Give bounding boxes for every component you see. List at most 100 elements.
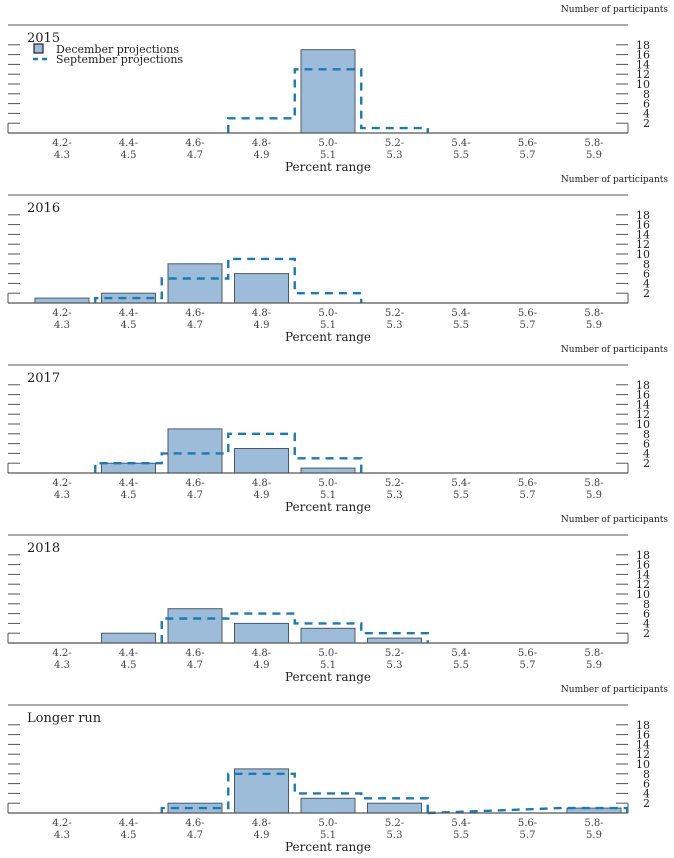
y-tick-label: 12 (636, 68, 650, 81)
x-tick-label-bottom: 4.5 (121, 150, 137, 161)
y-tick-label: 12 (636, 748, 650, 761)
y-tick-label: 14 (636, 568, 650, 581)
panel-title: 2016 (27, 201, 60, 216)
y-tick-label: 8 (643, 598, 650, 611)
x-tick-label-top: 4.6- (185, 478, 204, 489)
x-tick-label-top: 4.4- (119, 648, 138, 659)
x-axis-label: Percent range (285, 500, 371, 514)
x-axis-label: Percent range (285, 840, 371, 854)
x-tick-label-top: 5.8- (584, 478, 603, 489)
x-axis-label: Percent range (285, 670, 371, 684)
september-step-line (227, 68, 429, 133)
x-tick-label-bottom: 4.3 (54, 320, 70, 331)
legend-december-label: December projections (56, 43, 179, 56)
x-tick-label-bottom: 4.9 (254, 320, 270, 331)
x-tick-label-bottom: 4.9 (254, 660, 270, 671)
september-step-line (94, 257, 363, 303)
y-tick-label: 2 (643, 457, 650, 470)
x-tick-label-top: 4.4- (119, 308, 138, 319)
y-tick-label: 4 (643, 107, 650, 120)
december-bar (234, 768, 289, 814)
x-tick-label-bottom: 4.9 (254, 150, 270, 161)
x-tick-label-top: 5.6- (518, 818, 537, 829)
x-tick-label-bottom: 4.3 (54, 660, 70, 671)
x-tick-label-bottom: 5.1 (320, 320, 336, 331)
y-tick-label: 18 (636, 39, 650, 52)
december-bar (300, 49, 356, 134)
y-tick-label: 16 (636, 49, 650, 62)
y-axis-label: Number of participants (561, 345, 668, 355)
x-tick-label-top: 4.2- (52, 478, 71, 489)
y-tick-label: 14 (636, 738, 650, 751)
y-axis-label: Number of participants (561, 685, 668, 695)
x-tick-label-top: 4.8- (252, 478, 271, 489)
x-tick-label-top: 4.6- (185, 648, 204, 659)
x-tick-label-bottom: 4.5 (121, 660, 137, 671)
y-tick-label: 14 (636, 228, 650, 241)
x-axis-label: Percent range (285, 330, 371, 344)
x-tick-label-bottom: 4.3 (54, 150, 70, 161)
x-tick-label-top: 5.4- (451, 308, 470, 319)
september-step-line (160, 772, 629, 815)
x-tick-label-bottom: 4.7 (187, 150, 203, 161)
legend-september-label: September projections (56, 53, 183, 66)
y-tick-label: 18 (636, 209, 650, 222)
x-tick-label-bottom: 5.9 (586, 830, 602, 841)
y-tick-label: 18 (636, 549, 650, 562)
panel-title: Longer run (27, 711, 102, 726)
december-bar (300, 467, 356, 474)
y-tick-label: 16 (636, 389, 650, 402)
y-tick-label: 16 (636, 219, 650, 232)
x-tick-label-top: 5.8- (584, 138, 603, 149)
x-tick-label-top: 4.6- (185, 308, 204, 319)
y-tick-label: 8 (643, 428, 650, 441)
x-tick-label-bottom: 5.9 (586, 490, 602, 501)
x-tick-label-top: 4.2- (52, 308, 71, 319)
y-tick-label: 10 (636, 78, 650, 91)
x-tick-label-top: 4.8- (252, 818, 271, 829)
y-tick-label: 6 (643, 98, 650, 111)
legend-december-swatch (33, 43, 44, 54)
x-tick-label-bottom: 4.7 (187, 490, 203, 501)
september-step-line (94, 432, 363, 473)
december-bar (101, 462, 156, 474)
y-tick-label: 14 (636, 58, 650, 71)
x-tick-label-top: 4.4- (119, 818, 138, 829)
x-tick-label-bottom: 5.7 (520, 830, 536, 841)
y-tick-label: 4 (643, 787, 650, 800)
y-tick-label: 10 (636, 418, 650, 431)
y-axis-label: Number of participants (561, 515, 668, 525)
panel-title: 2015 (27, 31, 60, 46)
x-tick-label-top: 4.8- (252, 648, 271, 659)
x-tick-label-top: 4.6- (185, 818, 204, 829)
december-bar (367, 637, 422, 644)
december-bar (101, 632, 156, 644)
x-tick-label-top: 5.2- (385, 648, 404, 659)
december-bar (167, 263, 223, 304)
x-tick-label-bottom: 5.7 (520, 490, 536, 501)
x-tick-label-top: 5.4- (451, 138, 470, 149)
x-tick-label-bottom: 4.5 (121, 320, 137, 331)
y-tick-label: 2 (643, 287, 650, 300)
x-tick-label-top: 4.8- (252, 308, 271, 319)
y-tick-label: 18 (636, 379, 650, 392)
december-bar (167, 428, 223, 474)
x-tick-label-bottom: 4.9 (254, 490, 270, 501)
x-tick-label-bottom: 5.9 (586, 660, 602, 671)
x-tick-label-top: 5.0- (318, 478, 337, 489)
y-tick-label: 2 (643, 117, 650, 130)
panel-title: 2018 (27, 541, 60, 556)
y-axis-label: Number of participants (561, 175, 668, 185)
x-tick-label-bottom: 5.1 (320, 830, 336, 841)
x-tick-label-top: 5.8- (584, 818, 603, 829)
y-tick-label: 10 (636, 588, 650, 601)
december-bar (234, 622, 289, 644)
x-tick-label-bottom: 4.3 (54, 490, 70, 501)
x-tick-label-bottom: 4.7 (187, 320, 203, 331)
x-tick-label-top: 5.4- (451, 478, 470, 489)
x-tick-label-top: 5.6- (518, 138, 537, 149)
x-tick-label-bottom: 5.3 (387, 660, 403, 671)
y-tick-label: 10 (636, 758, 650, 771)
y-tick-label: 12 (636, 578, 650, 591)
